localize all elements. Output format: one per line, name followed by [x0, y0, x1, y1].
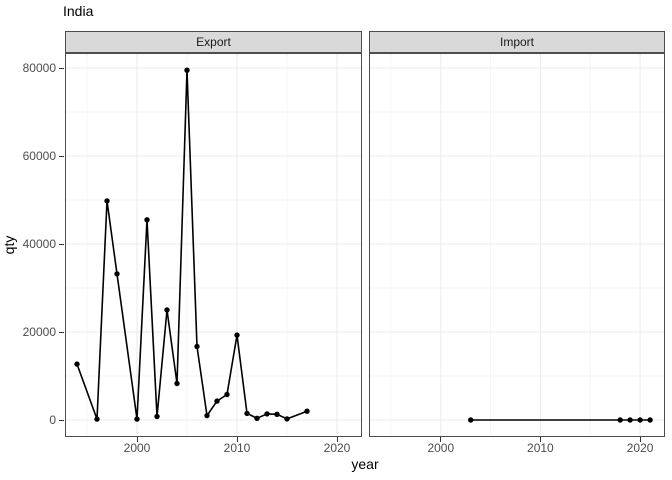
y-axis-tick	[59, 419, 64, 421]
data-point	[74, 361, 80, 367]
data-point	[154, 413, 160, 420]
data-point	[194, 343, 200, 350]
facet-strip-export-label: Export	[196, 35, 231, 49]
x-axis-tick-label: 2010	[527, 441, 554, 455]
data-point	[184, 67, 190, 73]
data-point	[94, 416, 100, 422]
y-axis-tick-label: 60000	[22, 149, 56, 163]
data-point	[468, 417, 474, 423]
facet-panel-export	[65, 53, 362, 437]
y-axis-tick-label: 40000	[22, 237, 56, 251]
x-axis-tick	[539, 437, 541, 442]
data-point	[617, 417, 623, 423]
x-axis-tick-label: 2020	[626, 441, 654, 455]
facet-strip-import-label: Import	[499, 35, 534, 49]
x-axis-tick	[639, 437, 641, 442]
x-axis-tick-label: 2000	[123, 441, 151, 455]
y-axis-tick-label: 80000	[22, 61, 56, 75]
data-point	[647, 417, 653, 423]
facet-strip-export: Export	[65, 31, 362, 53]
data-point	[264, 411, 270, 417]
data-point	[204, 412, 210, 419]
y-axis-tick	[59, 331, 64, 333]
data-point	[134, 416, 140, 422]
data-point	[104, 198, 110, 204]
facet-panel-import	[369, 53, 665, 437]
data-point	[224, 391, 230, 398]
data-point	[164, 307, 170, 313]
x-axis-title: year	[351, 456, 379, 472]
x-axis-tick-label: 2020	[323, 441, 351, 455]
y-axis-tick	[59, 155, 64, 157]
y-axis-tick	[59, 67, 64, 69]
x-axis-tick-label: 2010	[223, 441, 251, 455]
data-point	[174, 380, 180, 387]
data-line-export	[76, 70, 308, 420]
x-axis-tick	[440, 437, 442, 442]
x-axis-tick	[236, 437, 238, 442]
data-point	[244, 410, 250, 417]
data-point	[214, 398, 220, 404]
panel-border-export	[65, 53, 362, 437]
data-point	[114, 271, 120, 277]
x-axis-tick	[336, 437, 338, 442]
y-axis-tick-label: 20000	[22, 325, 56, 339]
data-point	[284, 416, 290, 422]
y-axis-tick-label: 0	[49, 413, 56, 427]
x-axis-tick-label: 2000	[427, 441, 455, 455]
data-point	[144, 217, 150, 223]
facet-strip-import: Import	[369, 31, 665, 53]
plot-title: India	[63, 3, 94, 19]
panel-canvas-export	[65, 53, 362, 437]
data-point	[234, 332, 240, 338]
x-axis-tick	[136, 437, 138, 442]
y-axis-title: qty	[1, 235, 17, 255]
panel-border-import	[369, 53, 665, 437]
data-point	[637, 417, 643, 423]
y-axis-tick	[59, 243, 64, 245]
data-point	[254, 415, 260, 421]
panel-canvas-import	[369, 53, 665, 437]
data-point	[627, 417, 633, 423]
data-point	[274, 411, 280, 417]
data-point	[304, 408, 310, 414]
